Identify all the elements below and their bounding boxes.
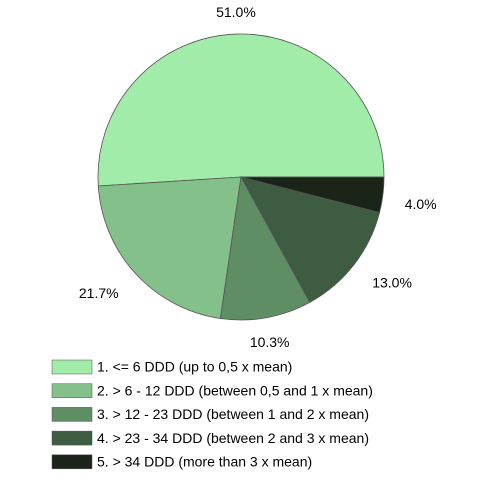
legend-swatch (51, 430, 93, 446)
pie-slice (240, 176, 380, 303)
legend-swatch (51, 454, 93, 470)
pie-slice (97, 176, 242, 319)
legend-label: 1. <= 6 DDD (up to 0,5 x mean) (97, 359, 292, 375)
legend-swatch (51, 383, 93, 398)
data-label: 4.0% (405, 196, 437, 212)
legend-label: 2. > 6 - 12 DDD (between 0,5 and 1 x mea… (97, 382, 373, 398)
legend-swatch (51, 407, 93, 422)
data-label: 21.7% (79, 285, 119, 301)
pie-slice (97, 33, 385, 187)
legend-label: 3. > 12 - 23 DDD (between 1 and 2 x mean… (97, 406, 369, 422)
data-label: 10.3% (250, 334, 290, 350)
legend-swatch (51, 359, 93, 375)
legend-label: 4. > 23 - 34 DDD (between 2 and 3 x mean… (97, 430, 369, 446)
legend-label: 5. > 34 DDD (more than 3 x mean) (97, 454, 312, 470)
pie-slice (219, 175, 311, 321)
data-label: 13.0% (372, 274, 412, 290)
data-label: 51.0% (216, 4, 256, 20)
pie-slice (240, 176, 385, 214)
